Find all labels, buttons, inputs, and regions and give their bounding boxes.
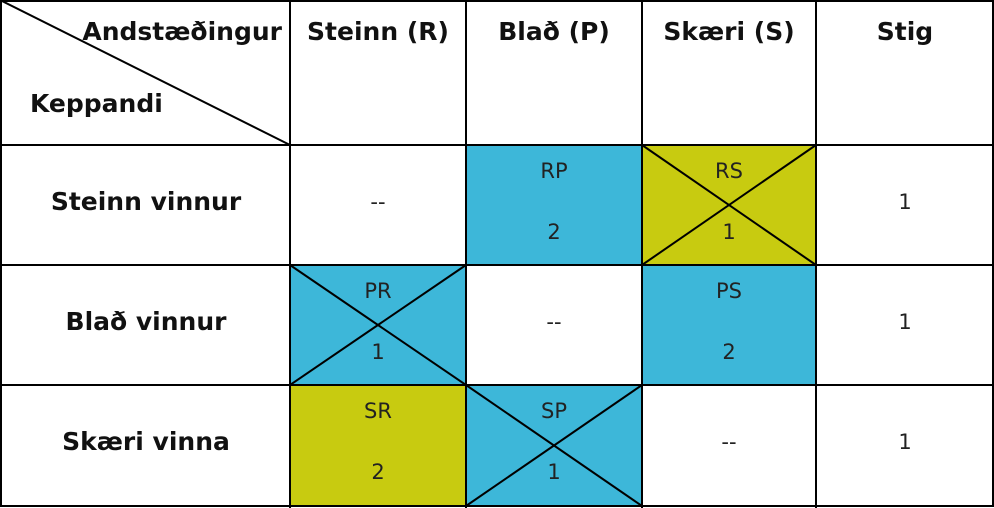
corner-bottom: Keppandi xyxy=(30,89,163,118)
cell-fill xyxy=(466,145,642,265)
cross-line xyxy=(289,264,467,386)
row-label: Steinn vinnur xyxy=(51,187,242,216)
column-header: Stig xyxy=(877,17,933,46)
cross-line xyxy=(465,384,643,507)
row-label: Skæri vinna xyxy=(62,427,230,456)
cell-text: -- xyxy=(546,310,561,334)
cell-value: 2 xyxy=(722,340,735,364)
cell-code: PR xyxy=(364,279,391,303)
cross-line xyxy=(641,144,817,266)
cell-code: PS xyxy=(716,279,742,303)
column-header: Blað (P) xyxy=(498,17,610,46)
cell-code: SP xyxy=(541,399,567,423)
cell-value: 1 xyxy=(371,340,384,364)
column-header: Steinn (R) xyxy=(307,17,449,46)
cell-text: 1 xyxy=(898,430,911,454)
cell-value: 2 xyxy=(547,220,560,244)
cell-text: -- xyxy=(721,430,736,454)
cell-text: 1 xyxy=(898,190,911,214)
cell-fill xyxy=(290,385,466,506)
corner-top: Andstæðingur xyxy=(82,17,282,46)
cell-code: SR xyxy=(364,399,392,423)
cross-marks xyxy=(289,144,817,507)
cell-value: 2 xyxy=(371,460,384,484)
cell-text: -- xyxy=(370,190,385,214)
cell-code: RP xyxy=(540,159,567,183)
cell-code: RS xyxy=(715,159,743,183)
cell-value: 1 xyxy=(722,220,735,244)
row-label: Blað vinnur xyxy=(66,307,228,336)
cell-text: 1 xyxy=(898,310,911,334)
corner-diagonal xyxy=(0,0,291,146)
cell-fill xyxy=(642,265,816,385)
cell-value: 1 xyxy=(547,460,560,484)
column-header: Skæri (S) xyxy=(663,17,794,46)
